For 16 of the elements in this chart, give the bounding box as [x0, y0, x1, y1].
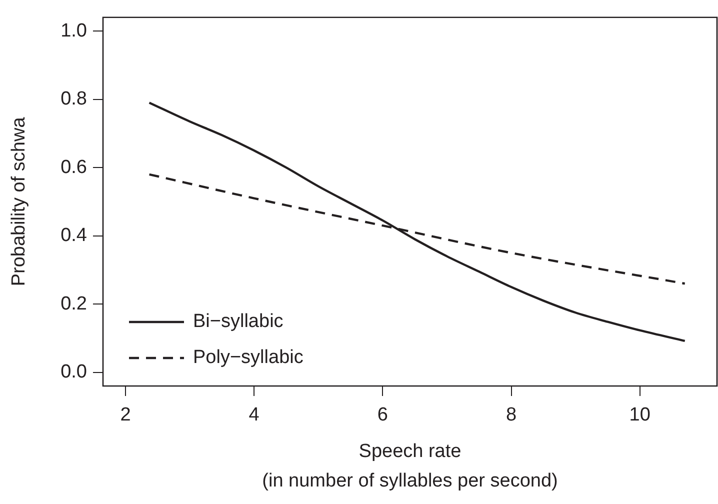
y-tick-label: 0.8 [60, 88, 87, 110]
legend-label: Poly−syllabic [193, 347, 304, 368]
x-tick-label: 6 [377, 404, 388, 426]
y-axis-title: Probability of schwa [8, 116, 30, 286]
y-tick-label: 0.4 [60, 225, 88, 246]
y-tick-label: 1.0 [60, 20, 87, 42]
x-axis-title: Speech rate (in number of syllables per second) [262, 441, 558, 492]
x-tick-label: 10 [629, 404, 650, 426]
x-tick-label: 4 [248, 404, 260, 426]
y-tick-label: 0.2 [60, 293, 87, 314]
legend-label: Bi−syllabic [193, 311, 284, 332]
y-tick-label: 0.0 [60, 362, 87, 383]
line-series [148, 102, 686, 342]
y-tick-label: 0.6 [60, 156, 87, 178]
x-tick-label: 2 [120, 404, 131, 426]
x-tick-label: 8 [506, 404, 517, 426]
